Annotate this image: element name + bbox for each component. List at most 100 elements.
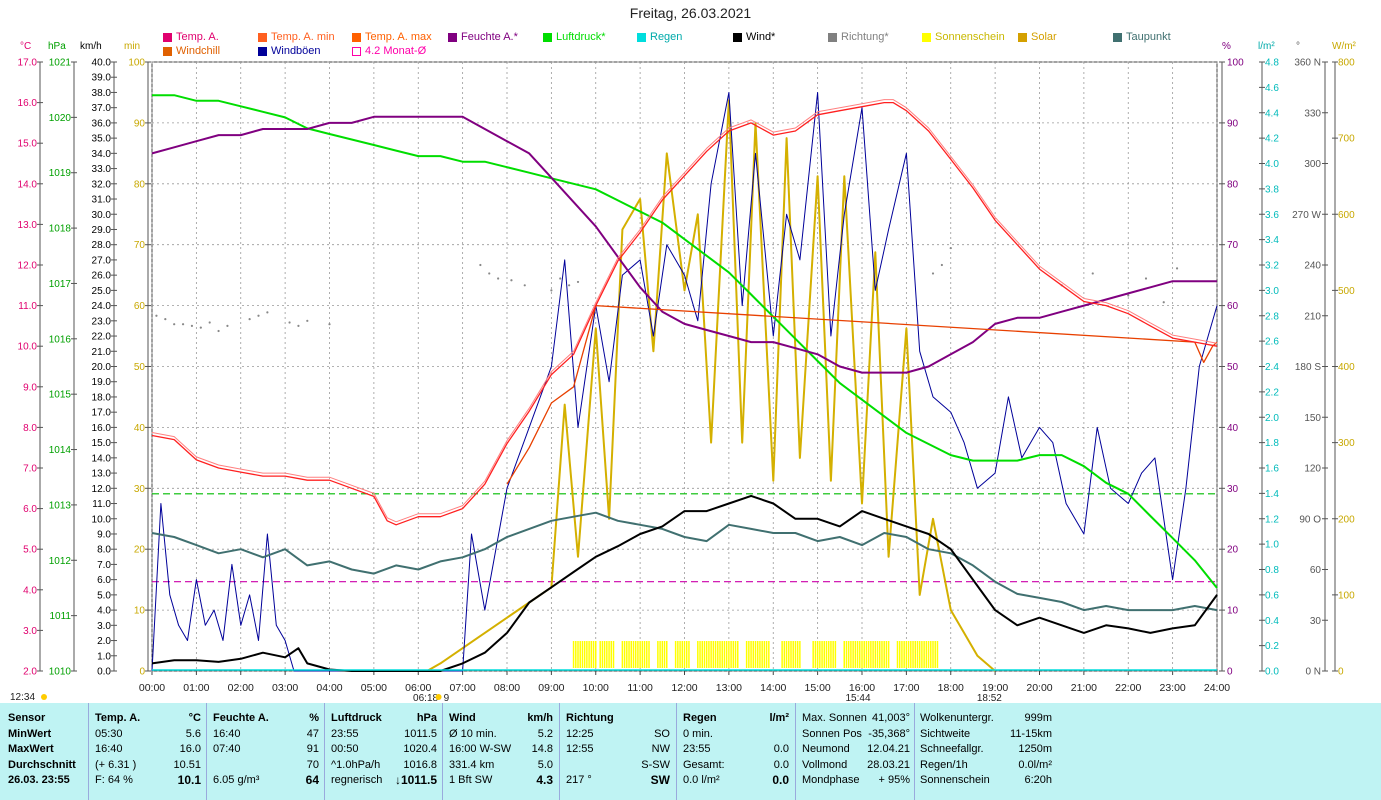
footer-row: Sonnenschein 6:20h	[920, 773, 1052, 789]
lm2-axis-label: 0.2	[1265, 641, 1279, 652]
kmh-axis-label: 37.0	[92, 103, 112, 114]
footer-row: Sichtweite 11-15km	[920, 727, 1052, 743]
x-tick-label: 11:00	[627, 682, 653, 694]
footer-row: 331.4 km 5.0	[449, 758, 553, 774]
min-axis-label: 20	[134, 545, 146, 556]
lm2-axis-label: 1.6	[1265, 464, 1279, 475]
series-line-temp-max	[151, 99, 1218, 523]
row-label-avg: Durchschnitt	[8, 758, 76, 771]
footer-row: 217 ° SW	[566, 773, 670, 789]
deg-axis-label: 330	[1304, 108, 1321, 119]
direction-dot	[217, 329, 220, 333]
deg-axis-label: 60	[1310, 565, 1322, 576]
temp-column: Temp. A. °C 05:30 5.6 16:40 16.0 (+ 6.31 ) 10.5…	[95, 711, 201, 789]
footer-row: (+ 6.31 ) 10.51	[95, 758, 201, 774]
kmh-axis-label: 8.0	[97, 545, 111, 556]
sunrise-extra: 9	[444, 693, 450, 703]
sunrise-label: 06:18	[413, 693, 438, 703]
legend-swatch	[352, 32, 361, 42]
series-line-temp	[151, 101, 1218, 526]
x-tick-label: 03:00	[272, 682, 298, 694]
direction-dot	[479, 263, 482, 267]
lm2-axis-label: 0.4	[1265, 616, 1279, 627]
direction-dot	[1144, 277, 1148, 280]
footer-row: 16:40 16.0	[95, 742, 201, 758]
footer-cell-label: 12:55	[566, 743, 594, 755]
direction-dot	[208, 321, 211, 324]
footer-row: Regen/1h 0.0l/m²	[920, 758, 1052, 774]
legend-label: Feuchte A.*	[461, 31, 518, 43]
lm2-axis-label: 2.2	[1265, 387, 1279, 398]
temp-axis-label: 9.0	[23, 382, 37, 393]
hpa-axis-label: 1013	[49, 500, 72, 511]
direction-dot	[949, 246, 952, 250]
kmh-axis-label: 22.0	[92, 332, 112, 343]
axis-header-kmh: km/h	[80, 41, 102, 52]
temp-axis-label: 14.0	[18, 179, 38, 190]
min-axis-label: 80	[134, 179, 146, 190]
hpa-axis-label: 1010	[49, 667, 72, 678]
x-tick-label: 04:00	[316, 682, 342, 694]
column-unit: km/h	[527, 712, 553, 724]
footer-cell-label: Schneefallgr.	[920, 743, 984, 755]
footer-cell-value: 64	[305, 773, 319, 787]
row-label-max: MaxWert	[8, 743, 54, 755]
x-tick-label: 19:00	[982, 682, 1008, 694]
chart-canvas: 00:00 01:00 02:00 03:00 04:00 05:00 06:00 07:00…	[10, 58, 1355, 704]
x-tick-label: 17:00	[893, 682, 919, 694]
footer-cell-value: 10.1	[177, 773, 201, 787]
kmh-axis-label: 15.0	[92, 438, 112, 449]
direction-dot	[510, 279, 513, 282]
footer-cell-value: 1250m	[1018, 743, 1052, 755]
footer-cell-value: ↓1011.5	[394, 773, 437, 787]
kmh-axis-label: 40.0	[92, 58, 112, 69]
temp-axis-label: 16.0	[18, 98, 38, 109]
x-tick-label: 01:00	[183, 682, 209, 694]
direction-dot	[288, 321, 291, 324]
axis-header-celsius: °C	[20, 41, 32, 52]
percent-axis-label: 40	[1227, 423, 1239, 434]
hpa-axis-label: 1020	[49, 113, 72, 124]
min-axis-label: 100	[128, 58, 145, 69]
footer-cell-label: 00:50	[331, 743, 359, 755]
legend-item: Richtung*	[828, 31, 889, 43]
column-head: Feuchte A.%	[213, 711, 319, 727]
column-unit: %	[309, 712, 319, 724]
column-head: Richtung	[566, 711, 670, 727]
footer-row: Schneefallgr. 1250m	[920, 742, 1052, 758]
hpa-axis-label: 1015	[49, 390, 72, 401]
temp-axis-label: 17.0	[18, 58, 38, 69]
footer-row: Vollmond 28.03.21	[802, 758, 910, 774]
direction-dot	[164, 318, 167, 321]
hpa-axis-label: 1014	[49, 445, 72, 456]
kmh-axis-label: 24.0	[92, 301, 112, 312]
footer-cell-label: 16:40	[213, 727, 241, 740]
sensor-column: Sensor MinWert MaxWert Durchschnitt 26.0…	[8, 711, 88, 789]
temp-axis-label: 10.0	[18, 342, 38, 353]
x-tick-label: 22:00	[1115, 682, 1141, 694]
lm2-axis-label: 2.0	[1265, 413, 1279, 424]
legend-item: Taupunkt	[1113, 31, 1171, 43]
kmh-axis-label: 4.0	[97, 606, 111, 617]
footer-cell-label: 05:30	[95, 727, 123, 740]
feuchte-column: Feuchte A.% 16:40 47 07:40 91 70 6.05 g/m³ 64	[213, 711, 319, 789]
lm2-axis-label: 1.0	[1265, 540, 1279, 551]
footer-cell-value: 5.2	[537, 727, 553, 740]
x-tick-label: 15:00	[804, 682, 830, 694]
wm2-axis-label: 100	[1338, 590, 1355, 601]
wm2-axis-label: 500	[1338, 286, 1355, 297]
percent-axis-label: 100	[1227, 58, 1244, 69]
direction-dot	[497, 277, 500, 280]
lm2-axis-label: 4.8	[1265, 58, 1279, 69]
x-tick-label: 06:00	[405, 682, 431, 694]
direction-dot	[488, 272, 491, 275]
footer-cell-label: Wolkenuntergr.	[920, 712, 994, 724]
legend-item: Windchill	[163, 45, 220, 57]
hpa-axis-label: 1012	[49, 556, 72, 567]
lm2-axis-label: 1.4	[1265, 489, 1279, 500]
deg-axis-label: 30	[1310, 616, 1322, 627]
kmh-axis-label: 21.0	[92, 347, 112, 358]
footer-row: S-SW	[566, 758, 670, 774]
row-label-current: 26.03. 23:55	[8, 774, 70, 786]
percent-axis-label: 70	[1227, 240, 1239, 251]
